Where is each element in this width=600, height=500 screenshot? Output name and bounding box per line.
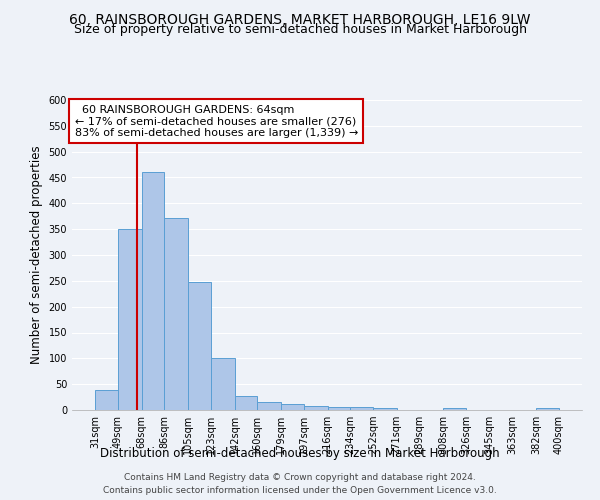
Bar — [211, 358, 235, 410]
Bar — [188, 282, 211, 410]
Text: Size of property relative to semi-detached houses in Market Harborough: Size of property relative to semi-detach… — [74, 22, 527, 36]
Bar — [142, 172, 164, 410]
Bar — [164, 218, 188, 410]
Y-axis label: Number of semi-detached properties: Number of semi-detached properties — [30, 146, 43, 364]
Bar — [328, 407, 350, 410]
Bar — [281, 404, 304, 410]
Text: Contains HM Land Registry data © Crown copyright and database right 2024.
Contai: Contains HM Land Registry data © Crown c… — [103, 474, 497, 495]
Bar — [95, 390, 118, 410]
Text: 60, RAINSBOROUGH GARDENS, MARKET HARBOROUGH, LE16 9LW: 60, RAINSBOROUGH GARDENS, MARKET HARBORO… — [69, 12, 531, 26]
Bar — [443, 408, 466, 410]
Bar — [304, 406, 328, 410]
Bar — [536, 408, 559, 410]
Text: Distribution of semi-detached houses by size in Market Harborough: Distribution of semi-detached houses by … — [100, 448, 500, 460]
Bar — [373, 408, 397, 410]
Bar — [257, 402, 281, 410]
Bar — [235, 396, 257, 410]
Text: 60 RAINSBOROUGH GARDENS: 64sqm
← 17% of semi-detached houses are smaller (276)
8: 60 RAINSBOROUGH GARDENS: 64sqm ← 17% of … — [74, 104, 358, 138]
Bar — [118, 229, 142, 410]
Bar — [350, 408, 373, 410]
